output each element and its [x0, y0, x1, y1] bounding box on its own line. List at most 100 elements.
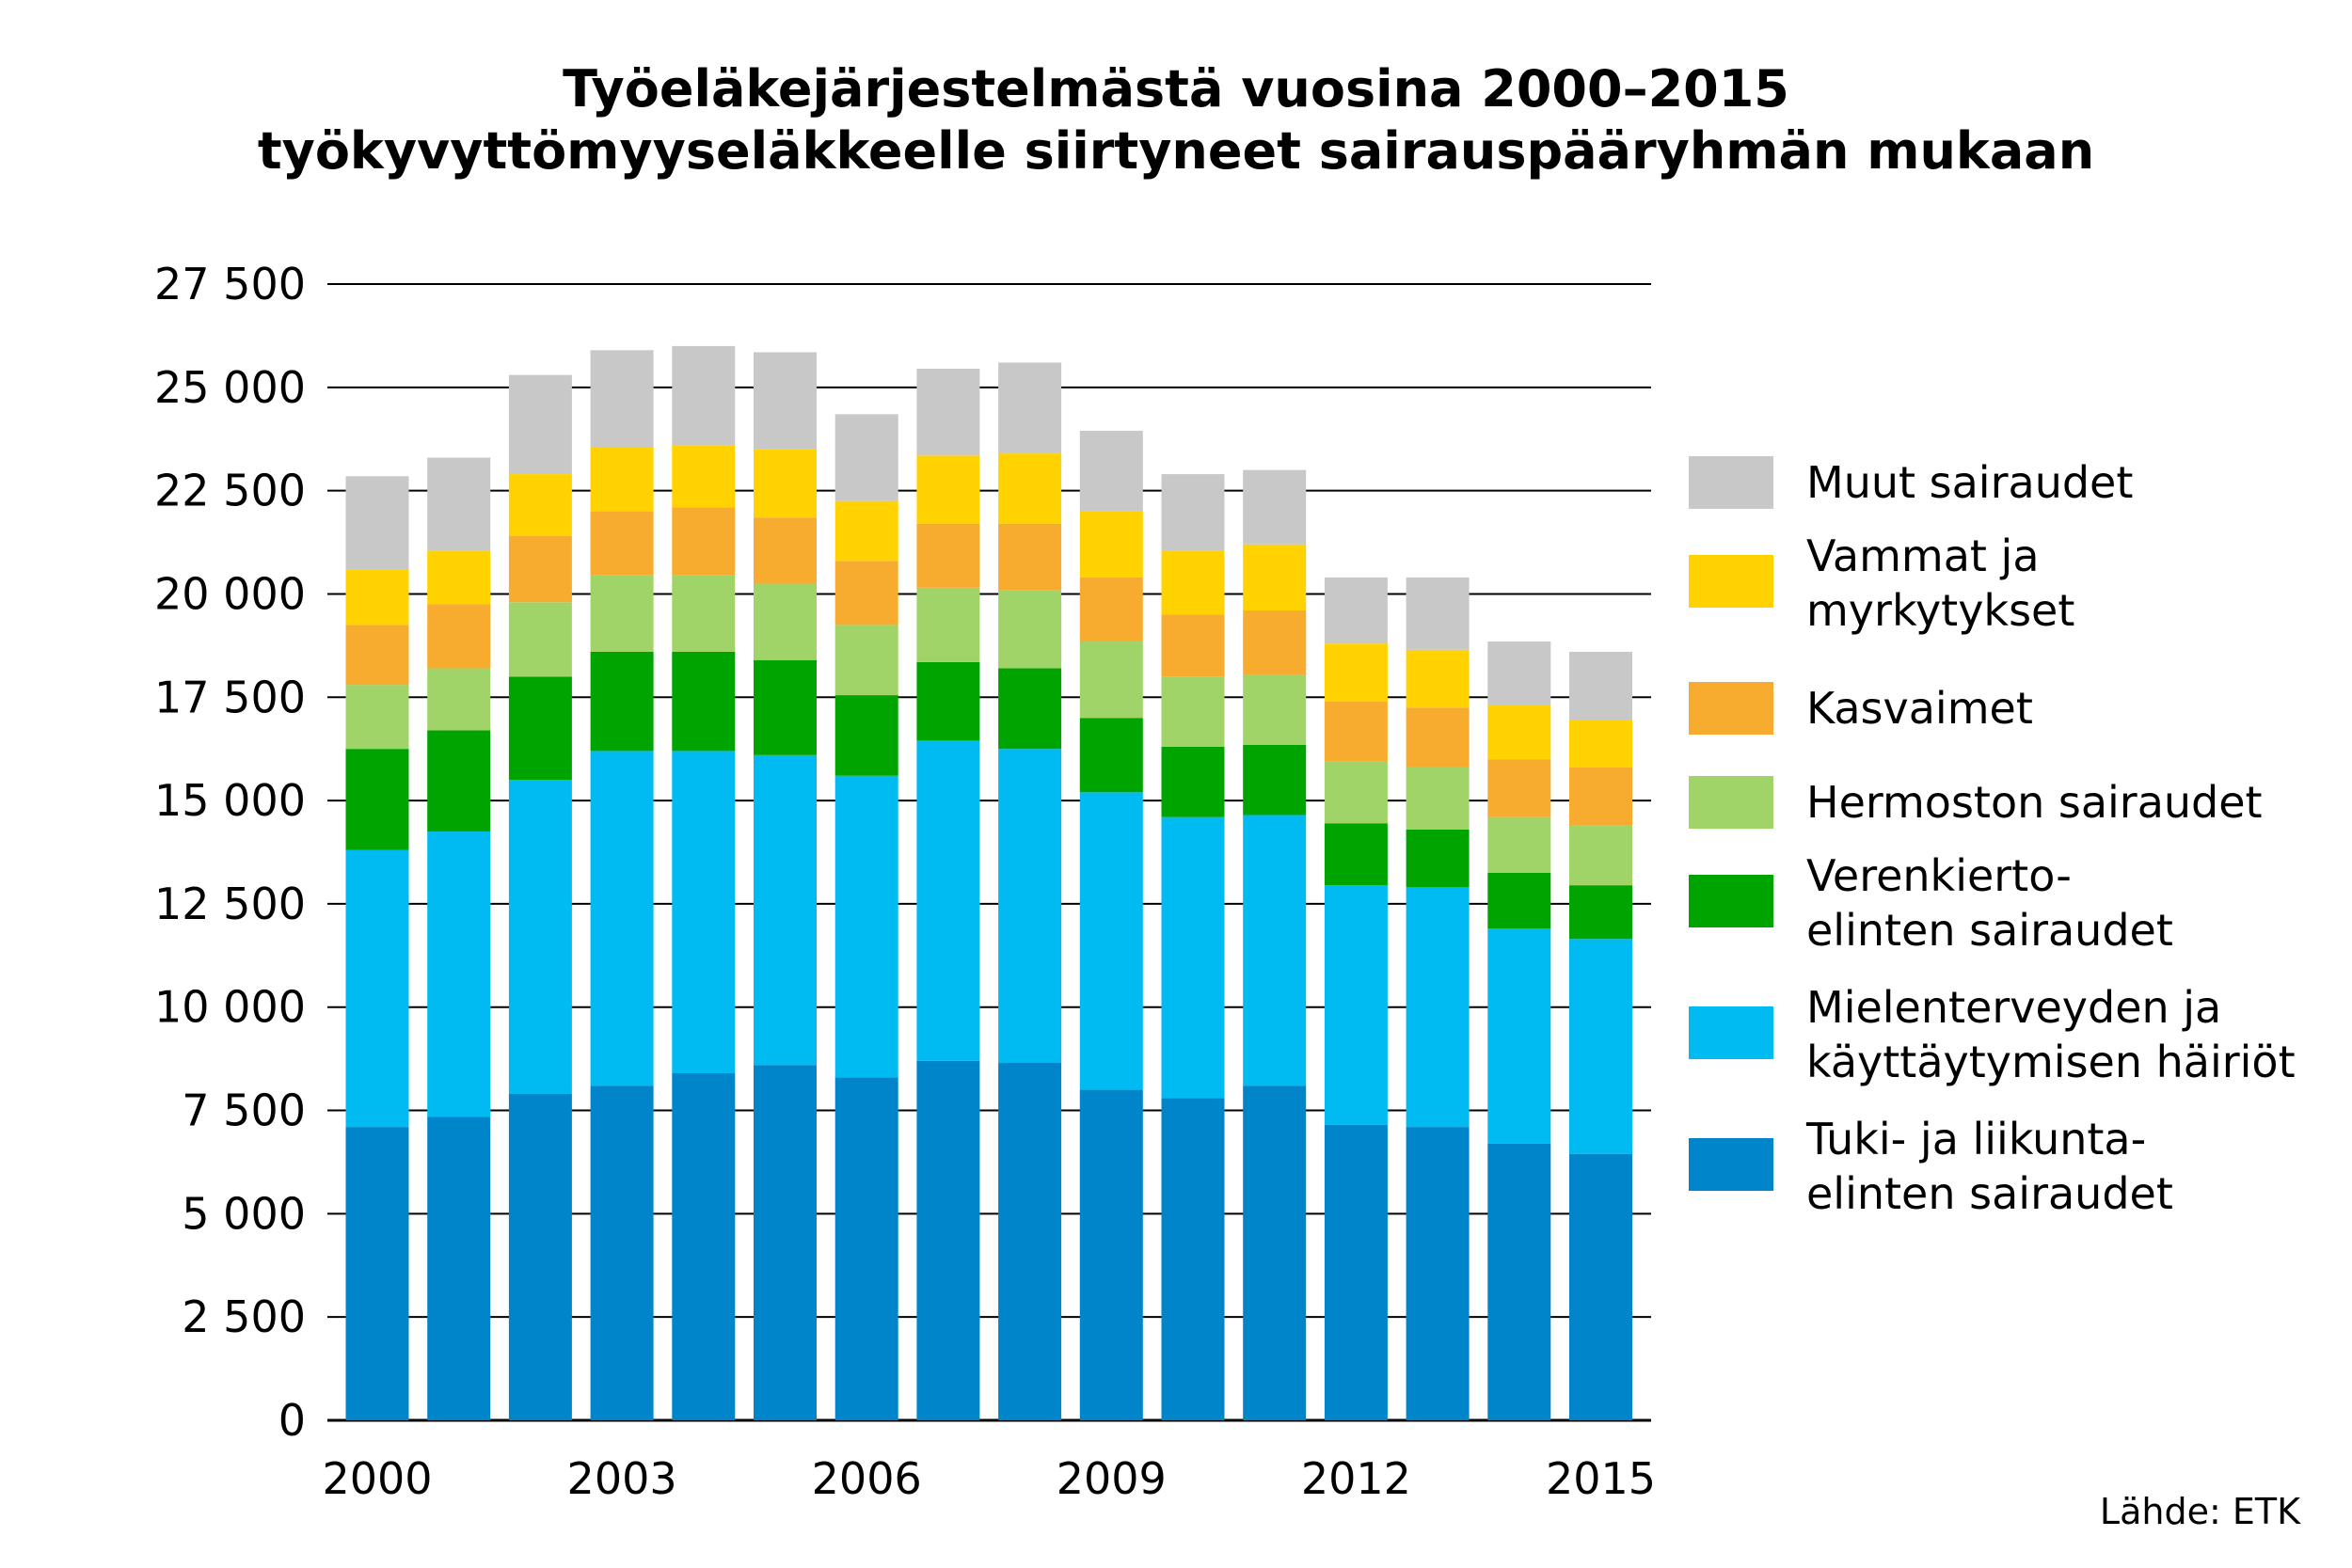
bar-segment: [1161, 746, 1225, 817]
bar-segment: [834, 1077, 898, 1420]
bar-segment: [590, 751, 654, 1086]
bar-segment: [998, 362, 1062, 454]
bar-segment: [1487, 872, 1551, 929]
x-axis-tick-labels: 2000 2003 2006 2009 2012 2015: [322, 1453, 1656, 1504]
bar-segment: [345, 749, 409, 850]
bar-segment: [1243, 1085, 1307, 1420]
bar-segment: [754, 449, 817, 518]
bar-segment: [672, 345, 736, 446]
bar-segment: [1324, 823, 1388, 886]
bar-segment: [754, 1065, 817, 1420]
bar-segment: [1569, 939, 1632, 1154]
legend-swatch: [1689, 1138, 1773, 1191]
bar-segment: [672, 507, 736, 576]
bar-segment: [1161, 474, 1225, 551]
bar-segment: [1324, 1124, 1388, 1420]
bar-segment: [1324, 761, 1388, 824]
legend-label: Tuki- ja liikunta- elinten sairaudet: [1806, 1114, 2173, 1219]
bar-segment: [1079, 511, 1143, 578]
x-tick-label: 2009: [1057, 1453, 1167, 1504]
bar-stack: [508, 374, 572, 1420]
bar-segment: [345, 849, 409, 1128]
chart-title-line-1: Työeläkejärjestelmästä vuosina 2000–2015: [563, 59, 1789, 119]
bar-segment: [1406, 829, 1470, 888]
bar-segment: [1324, 643, 1388, 702]
bar-segment: [672, 445, 736, 508]
bar-segment: [508, 780, 572, 1094]
legend-swatch: [1689, 776, 1773, 829]
bar-stack: [1487, 641, 1551, 1420]
bar-segment: [834, 561, 898, 626]
bar-segment: [916, 455, 980, 524]
bar-segment: [427, 832, 491, 1117]
bar-segment: [1243, 544, 1307, 611]
bar-segment: [508, 535, 572, 603]
bar-segment: [916, 661, 980, 741]
legend-swatch: [1689, 1006, 1773, 1059]
bar-segment: [916, 523, 980, 588]
x-tick-label: 2000: [322, 1453, 432, 1504]
bar-stack: [754, 352, 817, 1420]
bar-segment: [1161, 1098, 1225, 1420]
bar-segment: [1161, 550, 1225, 615]
bars: [345, 345, 1632, 1420]
bar-segment: [754, 352, 817, 450]
bar-segment: [998, 523, 1062, 591]
bar-stack: [1243, 469, 1307, 1420]
bar-segment: [427, 1117, 491, 1420]
bar-segment: [1487, 705, 1551, 760]
chart-title-line-2: työkyvyttömyyseläkkeelle siirtyneet sair…: [257, 121, 2095, 181]
bar-segment: [834, 500, 898, 562]
bar-segment: [427, 668, 491, 731]
bar-segment: [590, 350, 654, 448]
bar-segment: [1406, 1127, 1470, 1420]
legend-label: Mielenterveyden ja käyttäytymisen häiriö…: [1806, 982, 2296, 1087]
bar-stack: [672, 345, 736, 1420]
x-tick-label: 2003: [567, 1453, 677, 1504]
bar-segment: [834, 625, 898, 696]
legend-label: Muut sairaudet: [1806, 457, 2134, 508]
bar-segment: [590, 651, 654, 752]
y-tick-label: 25 000: [154, 362, 306, 413]
bar-segment: [1406, 649, 1470, 708]
bar-segment: [1161, 816, 1225, 1099]
bar-segment: [1487, 1143, 1551, 1420]
legend-label: Hermoston sairaudet: [1806, 777, 2263, 828]
y-tick-label: 22 500: [154, 466, 306, 516]
legend-swatch: [1689, 682, 1773, 735]
bar-segment: [916, 587, 980, 662]
bar-segment: [345, 476, 409, 570]
y-tick-label: 12 500: [154, 879, 306, 929]
bar-segment: [1079, 641, 1143, 719]
bar-segment: [1487, 928, 1551, 1144]
bar-segment: [1406, 887, 1470, 1128]
bar-segment: [916, 1060, 980, 1420]
y-tick-label: 15 000: [154, 775, 306, 826]
bar-segment: [1079, 792, 1143, 1090]
y-tick-label: 5 000: [182, 1188, 306, 1239]
bar-segment: [1487, 641, 1551, 706]
bar-stack: [1079, 430, 1143, 1420]
legend-label: Verenkierto- elinten sairaudet: [1806, 850, 2173, 956]
bar-segment: [998, 749, 1062, 1064]
bar-segment: [508, 602, 572, 677]
bar-stack: [1324, 577, 1388, 1420]
bar-segment: [345, 569, 409, 626]
legend-label: Vammat ja myrkytykset: [1806, 531, 2075, 636]
bar-segment: [998, 668, 1062, 750]
bar-segment: [508, 374, 572, 475]
bar-segment: [754, 517, 817, 584]
bar-segment: [998, 1063, 1062, 1420]
bar-segment: [1569, 651, 1632, 721]
x-tick-label: 2015: [1546, 1453, 1656, 1504]
bar-segment: [590, 575, 654, 652]
bar-segment: [1324, 885, 1388, 1125]
y-tick-label: 7 500: [182, 1085, 306, 1136]
bar-segment: [1406, 577, 1470, 650]
bar-segment: [754, 659, 817, 755]
bar-segment: [834, 775, 898, 1078]
bar-segment: [427, 604, 491, 669]
bar-stack: [1569, 651, 1632, 1420]
x-tick-label: 2006: [812, 1453, 922, 1504]
